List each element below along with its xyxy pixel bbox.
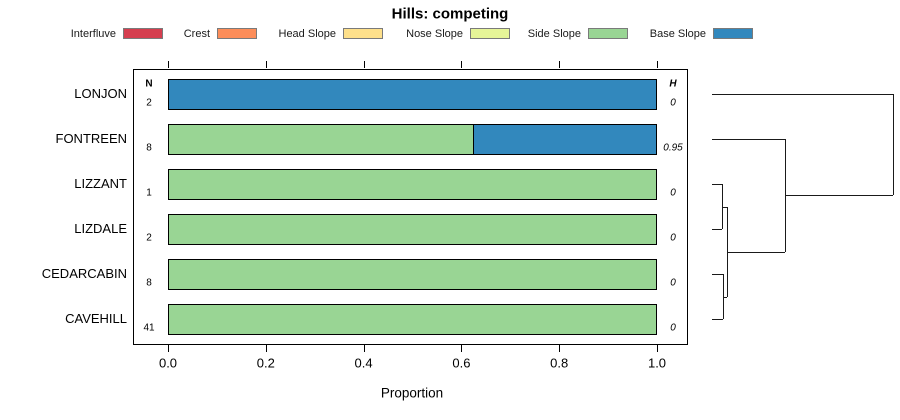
x-axis-tick-top [657, 61, 658, 68]
legend-swatch [343, 28, 383, 39]
n-value: 8 [146, 277, 152, 289]
legend-item-label: Nose Slope [406, 27, 463, 40]
y-axis-row-label: CAVEHILL [65, 311, 127, 326]
legend-item-label: Crest [183, 27, 210, 40]
legend-item-label: Interfluve [70, 27, 116, 40]
x-axis-tick-bottom [265, 345, 267, 352]
h-value: 0 [670, 277, 676, 289]
y-axis-row-label: LONJON [74, 86, 127, 101]
x-axis-tick-label: 0.0 [158, 355, 178, 371]
legend-item: Side Slope [441, 26, 628, 41]
bar-segment [169, 169, 656, 199]
legend-item: Head Slope [196, 26, 383, 41]
bar-segment [169, 304, 656, 334]
y-axis-row-label: CEDARCABIN [41, 266, 127, 281]
plot-area [133, 69, 688, 345]
x-axis-tick-bottom [461, 345, 463, 352]
legend-item-label: Head Slope [278, 27, 337, 40]
bar [168, 78, 657, 110]
legend-swatch [123, 28, 163, 39]
x-axis-tick-label: 0.8 [550, 355, 569, 371]
bar [168, 123, 657, 155]
legend-item: Crest [70, 26, 257, 41]
x-axis-tick-bottom [168, 345, 169, 352]
h-value: 0 [670, 187, 676, 199]
legend-swatch [588, 28, 628, 39]
dendrogram-branch [712, 274, 724, 276]
legend-swatch [713, 28, 753, 39]
x-axis-tick-top [168, 61, 169, 68]
x-axis-tick-label: 0.6 [452, 355, 471, 371]
n-value: 2 [146, 232, 152, 244]
dendrogram-branch [712, 319, 724, 321]
h-column-header: H [669, 78, 677, 90]
bar [168, 303, 657, 335]
legend-item: Interfluve [0, 26, 163, 41]
x-axis-tick-label: 1.0 [647, 355, 667, 371]
x-axis-title: Proportion [380, 385, 444, 401]
bar-segment [473, 124, 656, 154]
y-axis-row-label: LIZZANT [74, 176, 127, 191]
x-axis-tick-top [559, 61, 561, 68]
dendrogram-branch [723, 296, 727, 298]
x-axis-tick-label: 0.4 [354, 355, 373, 371]
n-value: 1 [146, 187, 152, 199]
dendrogram-branch [784, 195, 893, 197]
n-value: 41 [143, 322, 155, 334]
x-axis-tick-label: 0.2 [256, 355, 275, 371]
dendrogram-branch [712, 229, 722, 231]
legend-swatch [470, 28, 510, 39]
y-axis-row-label: FONTREEN [55, 131, 128, 146]
legend-item-label: Base Slope [649, 27, 706, 40]
bar-segment [169, 259, 656, 289]
x-axis-tick-top [461, 61, 463, 68]
bar [168, 168, 657, 200]
n-column-header: N [145, 78, 153, 90]
bar-segment [169, 214, 656, 244]
chart-title: Hills: competing [391, 5, 509, 23]
legend-item: Nose Slope [323, 26, 510, 41]
h-value: 0 [670, 97, 676, 109]
h-value: 0 [670, 322, 676, 334]
dendrogram-branch [721, 206, 727, 208]
x-axis-tick-top [363, 61, 365, 68]
dendrogram-merge [893, 94, 895, 196]
legend-item-label: Side Slope [527, 27, 581, 40]
bar-segment [169, 79, 656, 109]
legend-item: Base Slope [566, 26, 753, 41]
dendrogram-branch [726, 251, 785, 253]
bar [168, 258, 657, 290]
legend-swatch [217, 28, 257, 39]
x-axis-tick-bottom [559, 345, 561, 352]
dendrogram-branch [712, 94, 893, 96]
bar [168, 213, 657, 245]
x-axis-tick-bottom [657, 345, 658, 352]
x-axis-tick-bottom [363, 345, 365, 352]
h-value: 0 [670, 232, 676, 244]
n-value: 8 [146, 142, 152, 154]
h-value: 0.95 [663, 142, 683, 154]
y-axis-row-label: LIZDALE [74, 221, 127, 236]
dendrogram-branch [712, 139, 785, 141]
x-axis-tick-top [265, 61, 267, 68]
n-value: 2 [146, 97, 152, 109]
dendrogram-branch [712, 184, 722, 186]
bar-segment [169, 124, 474, 154]
